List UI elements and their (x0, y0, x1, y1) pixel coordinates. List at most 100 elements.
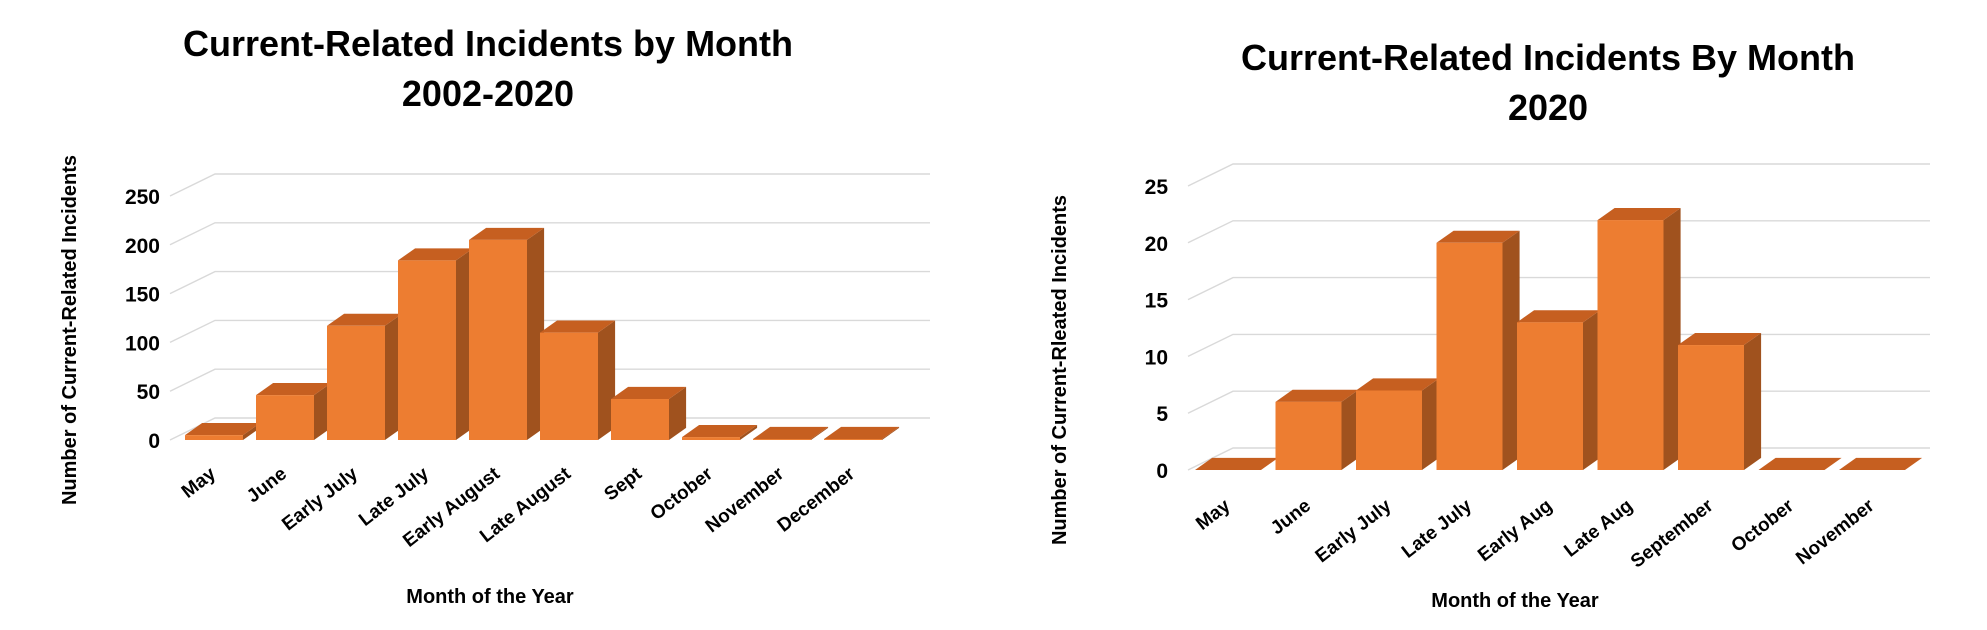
bar (1597, 207, 1681, 471)
bar-front (1356, 390, 1422, 470)
bar (1436, 230, 1520, 470)
chart-subtitle: 2002-2020 (402, 73, 574, 114)
gridline (169, 222, 930, 246)
gridline (169, 270, 930, 295)
y-tick-label: 5 (1156, 403, 1168, 426)
x-tick-label: May (178, 463, 220, 503)
chart-right: Current-Related Incidents By Month 2020 … (1049, 37, 1930, 612)
x-tick-label: November (702, 463, 789, 537)
y-axis-label: Number of Current-Rleated Incidents (1049, 195, 1071, 545)
chart-left: Current-Related Incidents by Month 2002-… (59, 23, 930, 608)
y-tick-label: 100 (125, 332, 160, 355)
x-tick-label: Early July (278, 463, 362, 535)
gridline (169, 319, 930, 344)
bar-top (1356, 378, 1440, 391)
chart-panel-right: Current-Related Incidents By Month 2020 … (1000, 0, 1987, 630)
bar (398, 248, 474, 440)
gridline (169, 368, 930, 392)
bar (1275, 389, 1359, 470)
bar (1517, 310, 1601, 470)
x-tick-label: Early Aug (1474, 495, 1556, 566)
bar (185, 423, 261, 440)
bar-front (1597, 220, 1664, 470)
bar-top (682, 424, 758, 438)
bar-top (1275, 389, 1359, 402)
x-axis-label: Month of the Year (1431, 590, 1599, 612)
bar-side (1422, 378, 1440, 470)
bar-front (256, 395, 314, 440)
x-tick-label: Early July (1312, 495, 1396, 567)
gridline (1187, 163, 1930, 187)
gridline (1187, 220, 1930, 244)
bar-side (527, 227, 545, 440)
bar-top (1839, 457, 1923, 470)
bar-side (669, 386, 687, 440)
y-tick-label: 150 (125, 284, 160, 307)
bar-side (598, 320, 616, 440)
x-axis-label: Month of the Year (406, 586, 574, 608)
bar-side (1502, 230, 1520, 470)
chart-subtitle: 2020 (1508, 87, 1588, 128)
bar-side (314, 383, 332, 440)
x-tick-label: Sept (601, 463, 647, 505)
bar-top (1597, 207, 1681, 221)
bar-front (185, 435, 243, 440)
bar-top (1758, 457, 1842, 470)
bar-side (456, 248, 474, 440)
bar (1356, 378, 1440, 470)
y-tick-label: 200 (125, 235, 160, 258)
x-tick-label: November (1792, 495, 1879, 569)
bar (682, 424, 758, 440)
bar-side (811, 426, 829, 440)
bar-front (1436, 242, 1503, 470)
bar-front (753, 439, 811, 440)
bar-side (1744, 332, 1762, 470)
bar-top (469, 227, 545, 240)
chart-title: Current-Related Incidents by Month (183, 23, 793, 64)
y-tick-label: 0 (148, 430, 160, 453)
y-tick-label: 20 (1145, 233, 1168, 256)
gridline (169, 173, 930, 197)
bar-side (1341, 389, 1359, 470)
chart-title: Current-Related Incidents By Month (1241, 37, 1855, 78)
bar (1195, 457, 1279, 470)
bar-side (1663, 207, 1681, 471)
bar-top (540, 320, 616, 333)
bar (327, 313, 403, 440)
bar-top (611, 386, 687, 400)
x-tick-label: May (1192, 495, 1234, 535)
bar-front (1678, 345, 1744, 470)
gridline (169, 417, 930, 441)
bar-top (185, 423, 261, 436)
bar (824, 426, 900, 440)
bar-front (540, 332, 598, 440)
y-tick-label: 0 (1156, 460, 1168, 483)
bar (753, 426, 829, 440)
bar-top (824, 426, 900, 440)
bar-top (327, 313, 403, 326)
x-tick-label: Late Aug (1560, 495, 1636, 561)
bar-front (682, 437, 740, 440)
x-tick-label: Late July (1398, 495, 1476, 563)
bar-front (611, 399, 669, 440)
bar-front (469, 239, 527, 440)
bar-front (1517, 322, 1583, 470)
bar (1839, 457, 1923, 470)
y-tick-label: 25 (1145, 176, 1169, 199)
bar-front (1275, 401, 1342, 470)
bar-side (385, 313, 403, 440)
y-tick-label: 15 (1145, 290, 1169, 313)
y-axis-label: Number of Current-Related Incidents (59, 155, 81, 505)
y-tick-label: 250 (125, 186, 160, 209)
bar-side (1583, 310, 1601, 470)
bar (256, 383, 332, 440)
bar-front (824, 439, 882, 440)
bar (540, 320, 616, 440)
bar-top (398, 248, 474, 261)
bar (1758, 457, 1842, 470)
x-tick-label: June (1267, 495, 1315, 539)
x-tick-label: October (1728, 495, 1799, 557)
x-tick-label: December (774, 463, 860, 536)
